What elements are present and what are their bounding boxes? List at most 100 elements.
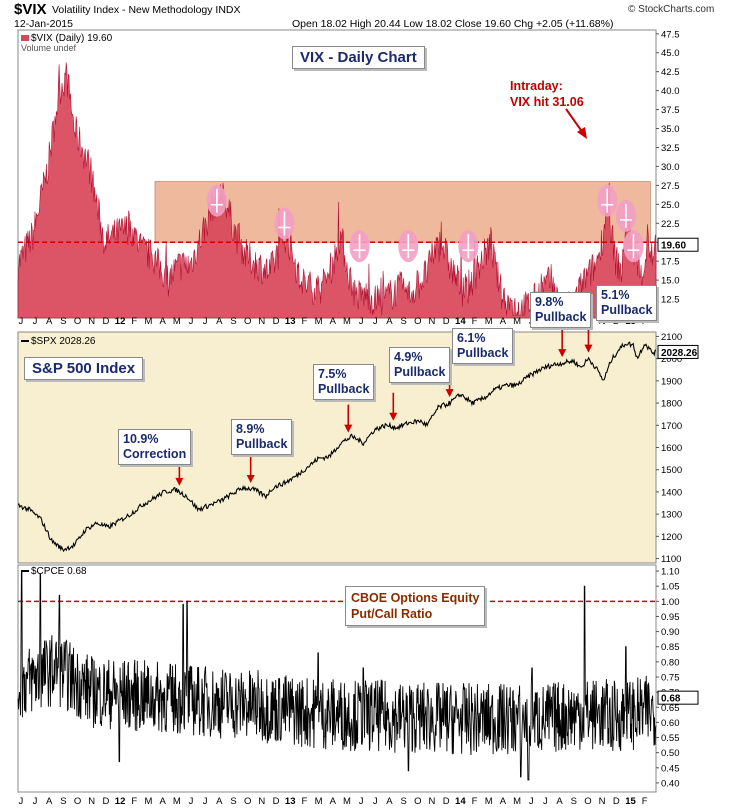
x-tick-label-top-14: A [216, 316, 223, 327]
x-tick-label-bottom-33: M [485, 796, 493, 807]
x-tick-label-bottom-27: S [400, 796, 406, 807]
x-tick-label-bottom-28: O [414, 796, 421, 807]
cpce-ytick-label-4: 0.90 [661, 627, 680, 638]
x-tick-label-top-42: D [613, 316, 620, 327]
vix-panel: 47.5 45.0 42.5 40.0 37.5 35.0 32.5 30.0 27.5 25.0… [17, 29, 699, 319]
spx-last-value-label: 2028.26 [661, 348, 698, 359]
spx-line-series [18, 341, 657, 553]
cpce-line-series [17, 570, 657, 781]
x-tick-label-top-44: F [642, 316, 648, 327]
spx-pullback-arrowhead-6 [584, 344, 593, 353]
x-tick-label-bottom-23: M [343, 796, 351, 807]
x-tick-label-top-1: J [33, 316, 38, 327]
x-tick-label-bottom-24: J [359, 796, 364, 807]
spx-pullback-arrowhead-5 [558, 349, 567, 358]
x-tick-label-top-19: 13 [285, 316, 296, 327]
x-tick-label-bottom-32: F [472, 796, 478, 807]
chart-symbol: $VIX [14, 1, 47, 18]
x-tick-label-top-11: M [173, 316, 181, 327]
x-tick-label-top-26: A [386, 316, 393, 327]
vix-area-series [17, 62, 657, 319]
cpce-ytick-label-12: 0.50 [661, 748, 680, 759]
x-tick-label-top-29: N [429, 316, 436, 327]
spx-pullback-arrowhead-0 [175, 477, 184, 486]
spx-pullback-arrowhead-3 [389, 412, 398, 421]
x-tick-label-bottom-29: N [429, 796, 436, 807]
x-tick-label-bottom-12: J [189, 796, 194, 807]
x-axis: JJASOND12FMAMJJASOND13FMAMJJASOND14FMAMJ… [18, 316, 647, 807]
x-tick-label-bottom-17: N [258, 796, 265, 807]
x-tick-label-bottom-6: D [102, 796, 109, 807]
cpce-last-value-label: 0.68 [661, 694, 681, 705]
x-tick-label-top-43: 15 [625, 316, 636, 327]
vix-ytick-label-7: 30.0 [661, 162, 680, 173]
x-tick-label-top-24: J [359, 316, 364, 327]
cpce-ytick-label-9: 0.65 [661, 703, 680, 714]
x-tick-label-top-12: J [189, 316, 194, 327]
x-tick-label-bottom-34: A [500, 796, 507, 807]
x-tick-label-top-32: F [472, 316, 478, 327]
x-tick-label-bottom-4: O [74, 796, 81, 807]
x-tick-label-top-41: N [599, 316, 606, 327]
spx-ytick-label-5: 1600 [661, 443, 682, 454]
pullback-label-7-5: 7.5% Pullback [313, 364, 375, 400]
x-tick-label-top-4: O [74, 316, 81, 327]
vix-ytick-label-2: 42.5 [661, 67, 680, 78]
vix-ytick-label-6: 32.5 [661, 143, 680, 154]
vix-ytick-label-14: 12.5 [661, 295, 680, 306]
spx-ytick-label-3: 1800 [661, 399, 682, 410]
x-tick-label-top-27: S [400, 316, 406, 327]
vix-ytick-label-1: 45.0 [661, 48, 680, 59]
vix-ytick-label-8: 27.5 [661, 181, 680, 192]
x-tick-label-bottom-3: S [60, 796, 66, 807]
spx-ytick-label-6: 1500 [661, 465, 682, 476]
vix-volume-label: Volume undef [21, 43, 77, 53]
x-tick-label-top-15: S [230, 316, 236, 327]
pullback-label-8-9: 8.9% Pullback [231, 419, 293, 455]
x-tick-label-top-17: N [258, 316, 265, 327]
x-tick-label-top-5: N [88, 316, 95, 327]
x-tick-label-bottom-26: A [386, 796, 393, 807]
x-tick-label-bottom-41: N [599, 796, 606, 807]
spx-legend-label: $SPX 2028.26 [31, 336, 96, 347]
pullback-label-9-8: 9.8% Pullback [530, 292, 592, 328]
x-tick-label-top-21: M [315, 316, 323, 327]
pullback-label-6-1: 6.1% Pullback [452, 328, 514, 364]
x-tick-label-bottom-31: 14 [455, 796, 466, 807]
spx-ytick-label-7: 1400 [661, 487, 682, 498]
cpce-legend-label: $CPCE 0.68 [31, 566, 87, 577]
x-tick-label-top-18: D [273, 316, 280, 327]
cpce-ytick-label-11: 0.55 [661, 733, 680, 744]
cpce-last-value-box [657, 690, 699, 705]
cpce-ytick-label-7: 0.75 [661, 672, 680, 683]
vix-chart-title: VIX - Daily Chart [292, 46, 425, 69]
x-tick-label-bottom-44: F [642, 796, 648, 807]
vix-ytick-label-13: 15.0 [661, 276, 680, 287]
x-tick-label-bottom-2: A [46, 796, 53, 807]
x-tick-label-top-34: A [500, 316, 507, 327]
x-tick-label-bottom-5: N [88, 796, 95, 807]
x-tick-label-bottom-9: M [144, 796, 152, 807]
x-tick-label-top-9: M [144, 316, 152, 327]
vix-legend-swatch [21, 35, 29, 41]
cpce-ytick-label-13: 0.45 [661, 763, 680, 774]
x-tick-label-bottom-21: M [315, 796, 323, 807]
x-tick-label-bottom-1: J [33, 796, 38, 807]
x-tick-label-top-22: A [330, 316, 337, 327]
x-tick-label-top-13: J [203, 316, 208, 327]
x-tick-label-bottom-36: J [529, 796, 534, 807]
spx-ytick-label-8: 1300 [661, 510, 682, 521]
x-tick-label-top-10: A [159, 316, 166, 327]
vix-legend-label: $VIX (Daily) 19.60 [31, 33, 113, 44]
cpce-panel: 1.101.051.000.950.900.850.800.750.700.65… [17, 564, 699, 793]
spx-ytick-label-1: 2000 [661, 354, 682, 365]
cpce-ytick-label-6: 0.80 [661, 657, 680, 668]
ohlc-readout: Open 18.02 High 20.44 Low 18.02 Close 19… [292, 18, 614, 30]
x-tick-label-bottom-22: A [330, 796, 337, 807]
spx-pullback-arrowhead-1 [246, 474, 255, 483]
spx-ytick-label-10: 1100 [661, 554, 681, 565]
x-tick-label-top-33: M [485, 316, 493, 327]
vix-ytick-label-5: 35.0 [661, 124, 680, 135]
x-tick-label-bottom-11: M [173, 796, 181, 807]
x-tick-label-top-25: J [373, 316, 378, 327]
